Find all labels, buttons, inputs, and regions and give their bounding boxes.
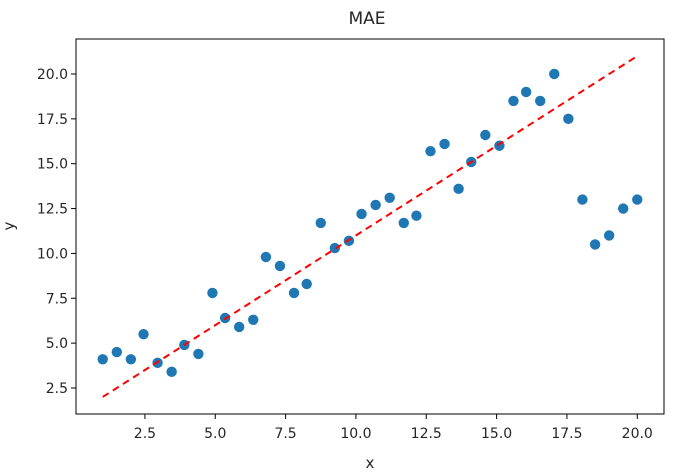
scatter-point	[288, 287, 300, 299]
scatter-point	[301, 278, 312, 290]
chart-title: MAE	[348, 9, 385, 29]
y-tick-label: 15.0	[37, 157, 68, 173]
scatter-point	[398, 217, 409, 229]
x-axis-ticks: 2.5 5.0 7.5 10.0 12.5 15.0 17.5 20.0	[134, 414, 653, 442]
scatter-point	[632, 194, 643, 205]
x-tick-label: 7.5	[274, 426, 296, 442]
scatter-point	[193, 348, 204, 360]
y-tick-label: 7.5	[46, 291, 68, 307]
scatter-point	[439, 138, 450, 150]
y-axis-label: y	[0, 221, 18, 230]
scatter-point	[274, 260, 286, 272]
x-tick-label: 10.0	[340, 426, 371, 442]
fit-line	[102, 55, 638, 398]
scatter-point	[603, 230, 615, 241]
scatter-point	[589, 239, 601, 250]
y-axis-ticks: 2.5 5.0 7.5 10.0 12.5 15.0 17.5 20.0	[37, 67, 76, 397]
scatter-point	[315, 217, 326, 229]
scatter-point	[370, 199, 381, 211]
scatter-point	[138, 328, 149, 340]
scatter-point	[508, 95, 519, 107]
y-tick-label: 5.0	[46, 336, 68, 352]
x-tick-label: 5.0	[204, 426, 226, 442]
plot-area	[75, 38, 665, 415]
scatter-point	[425, 145, 436, 157]
scatter-point	[97, 354, 108, 365]
series-layer	[97, 55, 643, 398]
x-tick-label: 17.5	[551, 426, 582, 442]
x-axis-label: x	[366, 454, 375, 472]
scatter-point	[535, 95, 546, 107]
scatter-point	[549, 68, 560, 80]
scatter-point	[563, 113, 574, 125]
scatter-point	[329, 242, 341, 254]
scatter-point	[111, 346, 122, 358]
x-tick-label: 20.0	[622, 426, 653, 442]
scatter-point	[577, 194, 588, 205]
y-tick-label: 10.0	[37, 246, 68, 262]
y-tick-label: 20.0	[37, 67, 68, 83]
scatter-point	[125, 354, 137, 365]
scatter-point	[260, 251, 272, 263]
y-tick-label: 12.5	[37, 202, 68, 218]
scatter-point	[480, 129, 491, 141]
scatter-point	[166, 366, 177, 378]
scatter-point	[453, 183, 464, 195]
scatter-point	[618, 203, 629, 214]
x-tick-label: 15.0	[481, 426, 512, 442]
scatter-point	[248, 314, 259, 326]
x-tick-label: 2.5	[134, 426, 156, 442]
x-tick-label: 12.5	[411, 426, 442, 442]
scatter-point	[233, 321, 245, 333]
scatter-point	[520, 86, 532, 98]
y-tick-label: 17.5	[37, 112, 68, 128]
scatter-point	[384, 192, 395, 203]
scatter-point	[411, 210, 422, 221]
y-tick-label: 2.5	[46, 381, 68, 397]
scatter-point	[207, 287, 218, 299]
scatter-point	[356, 208, 367, 220]
